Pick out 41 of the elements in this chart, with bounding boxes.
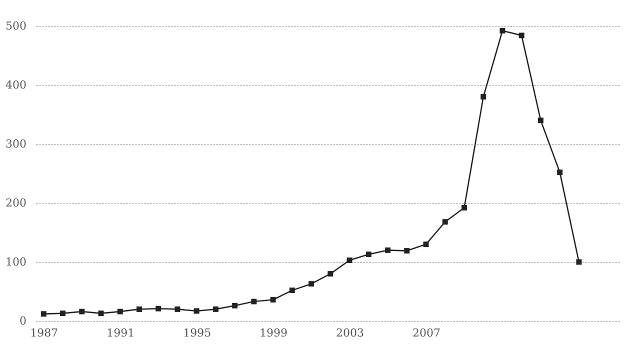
y-tick-label: 400: [6, 78, 26, 92]
y-tick-label: 500: [6, 20, 26, 32]
point: [500, 28, 506, 34]
x-tick-label: 1999: [260, 326, 288, 340]
y-tick-label: 300: [6, 138, 26, 150]
point: [117, 308, 123, 314]
point: [538, 118, 544, 124]
point: [98, 310, 104, 316]
point: [461, 204, 467, 210]
y-tick-label: 200: [6, 196, 26, 210]
point: [174, 306, 180, 312]
point: [518, 32, 524, 38]
point: [79, 308, 85, 314]
point: [480, 94, 486, 100]
point: [366, 252, 372, 258]
point: [156, 306, 162, 312]
point: [308, 281, 314, 287]
y-tick-label: 0: [20, 314, 26, 328]
point: [557, 170, 563, 176]
x-tick-label: 2007: [412, 326, 440, 340]
point: [136, 306, 142, 312]
point: [40, 311, 46, 317]
x-tick-label: 1995: [183, 326, 212, 340]
point: [251, 298, 257, 304]
x-tick-label: 1987: [30, 326, 58, 340]
y-tick-label: 100: [6, 256, 26, 268]
point: [385, 247, 391, 253]
point: [232, 302, 238, 308]
point: [442, 219, 448, 225]
x-tick-label: 2003: [336, 326, 364, 340]
point: [194, 308, 200, 314]
point: [289, 288, 295, 294]
point: [270, 297, 276, 302]
point: [328, 271, 334, 277]
point: [576, 259, 582, 265]
x-tick-label: 1991: [106, 326, 135, 340]
point: [404, 248, 410, 254]
point: [60, 310, 66, 316]
point: [212, 306, 218, 312]
point: [346, 257, 352, 263]
point: [423, 242, 429, 248]
